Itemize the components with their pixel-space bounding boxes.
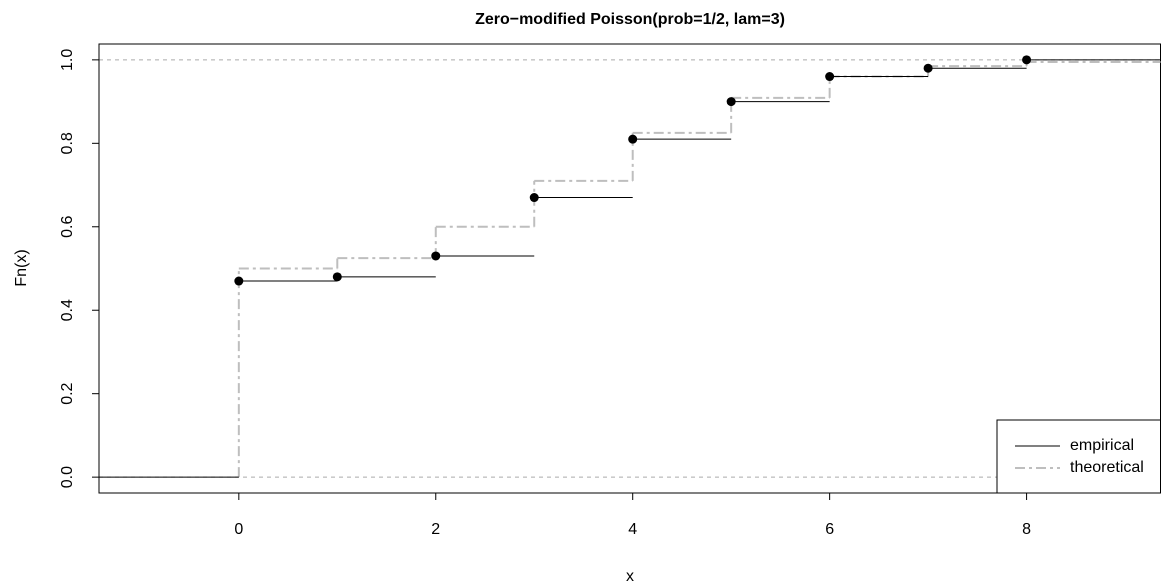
empirical-point: [1022, 55, 1032, 65]
empirical-point: [234, 276, 244, 286]
legend-box: [996, 419, 1161, 494]
y-tick-label: 0.2: [59, 382, 76, 404]
empirical-point: [825, 72, 835, 82]
y-tick-label: 1.0: [59, 49, 76, 71]
x-tick-label: 2: [431, 521, 440, 538]
x-tick-label: 6: [825, 521, 834, 538]
empirical-point: [628, 134, 638, 144]
x-tick-label: 0: [234, 521, 243, 538]
y-axis-label: Fn(x): [13, 249, 30, 286]
x-tick-label: 4: [628, 521, 637, 538]
legend-label: theoretical: [1070, 459, 1144, 476]
y-tick-label: 0.8: [59, 132, 76, 154]
x-tick-label: 8: [1022, 521, 1031, 538]
y-tick-label: 0.4: [59, 299, 76, 321]
empirical-point: [923, 63, 933, 73]
empirical-point: [431, 251, 441, 261]
empirical-point: [726, 97, 736, 107]
chart-title: Zero−modified Poisson(prob=1/2, lam=3): [475, 11, 785, 28]
legend-label: empirical: [1070, 437, 1134, 454]
x-axis-label: x: [626, 568, 634, 584]
y-tick-label: 0.0: [59, 466, 76, 488]
y-tick-label: 0.6: [59, 216, 76, 238]
empirical-point: [529, 193, 539, 203]
empirical-point: [332, 272, 342, 282]
